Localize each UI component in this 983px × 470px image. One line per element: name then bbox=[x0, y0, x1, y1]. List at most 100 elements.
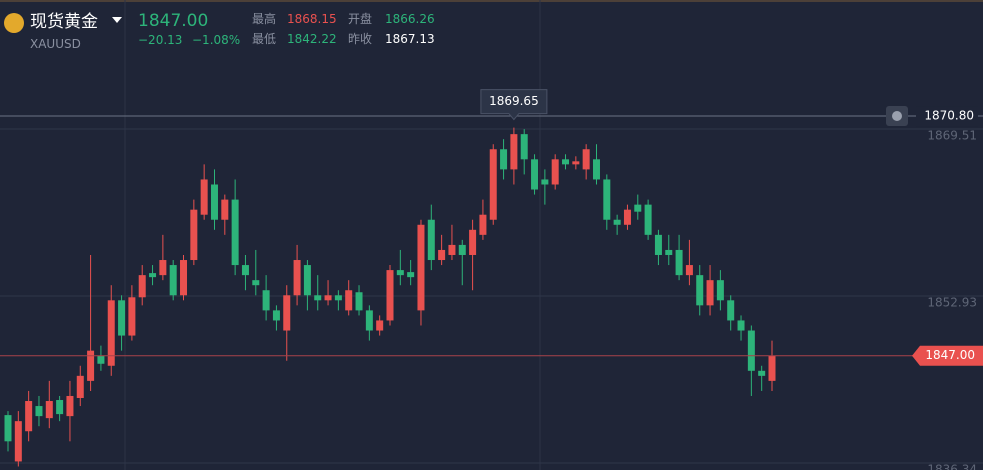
prev-label: 昨收 bbox=[348, 32, 373, 46]
candle-body bbox=[634, 204, 642, 212]
max-tooltip bbox=[480, 89, 548, 121]
candle-body bbox=[479, 214, 487, 235]
candle-body bbox=[56, 400, 64, 415]
prev: 1867.13 bbox=[385, 32, 435, 46]
candle-body bbox=[169, 265, 177, 296]
y-tick-label: 1852.93 bbox=[927, 295, 977, 309]
gold-icon bbox=[4, 13, 24, 33]
candle-body bbox=[541, 179, 549, 185]
candle-body bbox=[685, 265, 693, 276]
price-label: 1847.00 bbox=[925, 348, 975, 362]
candle-body bbox=[376, 320, 384, 331]
open-label: 开盘 bbox=[348, 12, 373, 26]
candle-body bbox=[407, 272, 415, 278]
candle-body bbox=[665, 249, 673, 255]
candle-body bbox=[458, 244, 466, 255]
candle-body bbox=[76, 375, 84, 398]
candle-body bbox=[510, 134, 518, 170]
candle-body bbox=[190, 209, 198, 261]
candle-body bbox=[293, 260, 301, 296]
candle-body bbox=[128, 297, 136, 336]
candle-body bbox=[324, 295, 332, 301]
change-pct: −1.08% bbox=[192, 33, 241, 47]
candle-body bbox=[200, 179, 208, 215]
candle-body bbox=[644, 204, 652, 235]
candle-body bbox=[118, 300, 126, 336]
candle-body bbox=[149, 273, 157, 278]
candle-body bbox=[623, 209, 631, 225]
candle-body bbox=[675, 249, 683, 276]
candle-body bbox=[66, 395, 74, 417]
candle-body bbox=[562, 159, 570, 165]
price: 1847.00 bbox=[138, 11, 209, 31]
open: 1866.26 bbox=[385, 12, 435, 26]
candle-body bbox=[768, 355, 776, 381]
symbol: XAUUSD bbox=[30, 37, 81, 51]
alert-label: 1870.80 bbox=[924, 109, 974, 123]
candle-body bbox=[438, 249, 446, 261]
candle-body bbox=[210, 184, 218, 220]
candle-body bbox=[314, 295, 322, 301]
candle-body bbox=[469, 229, 477, 255]
low-label: 最低 bbox=[252, 32, 277, 46]
candle-body bbox=[45, 401, 53, 419]
price-tag bbox=[912, 345, 983, 366]
candle-body bbox=[25, 401, 33, 432]
candle-body bbox=[159, 260, 167, 276]
alert-bell-icon bbox=[892, 111, 902, 122]
candle-body bbox=[531, 159, 539, 190]
alert-tag bbox=[916, 106, 978, 127]
high-label: 最高 bbox=[252, 12, 277, 26]
candle-body bbox=[551, 159, 559, 185]
candle-body bbox=[737, 320, 745, 331]
candle-body bbox=[716, 280, 724, 301]
candle-body bbox=[386, 270, 394, 321]
candle-body bbox=[603, 179, 611, 220]
candle-body bbox=[448, 244, 456, 255]
candle-body bbox=[241, 265, 249, 276]
candle-body bbox=[107, 300, 115, 366]
candle-body bbox=[365, 310, 373, 331]
y-tick-label: 1836.34 bbox=[927, 463, 977, 470]
candle-body bbox=[727, 300, 735, 321]
title[interactable]: 现货黄金 bbox=[30, 12, 98, 32]
candle-body bbox=[97, 355, 105, 364]
candle-body bbox=[345, 290, 353, 311]
candle-body bbox=[758, 370, 766, 376]
candle-body bbox=[706, 280, 714, 306]
candle-body bbox=[572, 161, 580, 165]
high: 1868.15 bbox=[287, 12, 337, 26]
candle-body bbox=[262, 290, 270, 311]
candle-body bbox=[396, 270, 404, 276]
candle-body bbox=[231, 199, 239, 266]
candle-body bbox=[35, 406, 43, 417]
candle-body bbox=[334, 295, 342, 301]
candle-body bbox=[427, 219, 435, 261]
candle-body bbox=[613, 219, 621, 225]
candle-body bbox=[592, 159, 600, 180]
candle-body bbox=[582, 149, 590, 170]
candle-body bbox=[696, 275, 704, 306]
candle-body bbox=[489, 149, 497, 220]
candle-body bbox=[520, 134, 528, 160]
candle-body bbox=[180, 260, 188, 296]
candle-body bbox=[138, 275, 146, 298]
max-tooltip-label: 1869.65 bbox=[489, 94, 539, 108]
candle-body bbox=[500, 149, 508, 170]
candle-body bbox=[252, 280, 260, 286]
candle-body bbox=[221, 199, 229, 220]
candle-body bbox=[283, 295, 291, 331]
candle-body bbox=[272, 310, 280, 321]
candle-body bbox=[417, 224, 425, 311]
change: −20.13 bbox=[138, 33, 183, 47]
candle-body bbox=[355, 292, 363, 311]
candle-body bbox=[747, 330, 755, 371]
candle-body bbox=[303, 265, 311, 296]
candle-body bbox=[654, 234, 662, 255]
candle-body bbox=[4, 415, 12, 442]
dropdown-arrow[interactable] bbox=[112, 17, 122, 23]
low: 1842.22 bbox=[287, 32, 337, 46]
